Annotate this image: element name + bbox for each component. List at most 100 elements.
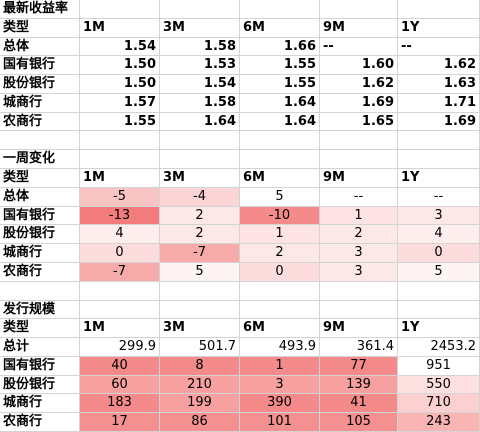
header-cell: 1M (80, 18, 160, 38)
empty-cell (240, 300, 320, 320)
empty-cell (398, 281, 480, 301)
empty-cell (320, 131, 398, 151)
empty-cell (240, 150, 320, 170)
empty-cell (320, 150, 398, 170)
value-cell: 1.66 (240, 37, 320, 57)
value-cell: 1.60 (320, 56, 398, 76)
value-cell: 41 (320, 394, 398, 414)
section-title: 最新收益率 (0, 0, 80, 19)
value-cell: 1.71 (398, 93, 480, 113)
header-cell: 9M (320, 169, 398, 188)
empty-cell (0, 131, 80, 151)
row-label: 股份银行 (0, 375, 80, 395)
value-cell: 86 (160, 413, 240, 432)
value-cell: -4 (160, 187, 240, 207)
value-cell: -- (320, 187, 398, 207)
empty-cell (80, 0, 160, 19)
value-cell: 3 (398, 206, 480, 226)
header-cell: 9M (320, 18, 398, 38)
empty-cell (398, 300, 480, 320)
value-cell: -7 (80, 262, 160, 282)
value-cell: 1.57 (80, 93, 160, 113)
value-cell: 1.63 (398, 75, 480, 94)
value-cell: 493.9 (240, 338, 320, 357)
header-cell: 1Y (398, 169, 480, 188)
value-cell: 183 (80, 394, 160, 414)
empty-cell (240, 281, 320, 301)
value-cell: 5 (240, 187, 320, 207)
empty-cell (80, 131, 160, 151)
value-cell: 1.62 (398, 56, 480, 76)
header-cell: 6M (240, 319, 320, 339)
empty-cell (160, 131, 240, 151)
value-cell: 105 (320, 413, 398, 432)
empty-cell (160, 150, 240, 170)
value-cell: 1 (240, 356, 320, 376)
value-cell: 8 (160, 356, 240, 376)
value-cell: -10 (240, 206, 320, 226)
value-cell: 1.69 (398, 112, 480, 132)
section-title: 发行规模 (0, 300, 80, 320)
value-cell: 1.54 (80, 37, 160, 57)
header-cell: 1M (80, 169, 160, 188)
empty-cell (80, 150, 160, 170)
row-label: 城商行 (0, 394, 80, 414)
value-cell: 501.7 (160, 338, 240, 357)
value-cell: 2 (160, 225, 240, 245)
row-label: 国有银行 (0, 56, 80, 76)
value-cell: -13 (80, 206, 160, 226)
value-cell: 1.55 (240, 75, 320, 94)
value-cell: 101 (240, 413, 320, 432)
empty-cell (398, 131, 480, 151)
value-cell: 550 (398, 375, 480, 395)
header-cell: 6M (240, 18, 320, 38)
header-cell: 3M (160, 18, 240, 38)
value-cell: 361.4 (320, 338, 398, 357)
row-label: 农商行 (0, 262, 80, 282)
row-label: 农商行 (0, 112, 80, 132)
empty-cell (160, 0, 240, 19)
value-cell: 1.64 (240, 93, 320, 113)
value-cell: 1.54 (160, 75, 240, 94)
row-label: 股份银行 (0, 225, 80, 245)
empty-cell (160, 281, 240, 301)
empty-cell (0, 281, 80, 301)
value-cell: 5 (160, 262, 240, 282)
value-cell: 299.9 (80, 338, 160, 357)
empty-cell (80, 281, 160, 301)
value-cell: 60 (80, 375, 160, 395)
value-cell: 243 (398, 413, 480, 432)
row-label: 总体 (0, 187, 80, 207)
header-cell: 6M (240, 169, 320, 188)
value-cell: -- (320, 37, 398, 57)
value-cell: 1.64 (240, 112, 320, 132)
row-label: 国有银行 (0, 356, 80, 376)
value-cell: 40 (80, 356, 160, 376)
value-cell: 1.58 (160, 93, 240, 113)
value-cell: 4 (398, 225, 480, 245)
value-cell: 390 (240, 394, 320, 414)
empty-cell (320, 0, 398, 19)
value-cell: 2 (320, 225, 398, 245)
value-cell: 2 (160, 206, 240, 226)
header-cell: 3M (160, 319, 240, 339)
value-cell: 17 (80, 413, 160, 432)
row-label: 城商行 (0, 93, 80, 113)
header-cell: 1Y (398, 18, 480, 38)
header-cell: 9M (320, 319, 398, 339)
value-cell: 210 (160, 375, 240, 395)
value-cell: 1.58 (160, 37, 240, 57)
value-cell: 0 (240, 262, 320, 282)
header-cell: 1M (80, 319, 160, 339)
header-cell: 1Y (398, 319, 480, 339)
empty-cell (320, 300, 398, 320)
value-cell: 0 (398, 244, 480, 263)
empty-cell (80, 300, 160, 320)
header-cell: 类型 (0, 18, 80, 38)
value-cell: 1 (320, 206, 398, 226)
value-cell: 3 (320, 262, 398, 282)
header-cell: 类型 (0, 319, 80, 339)
value-cell: 1 (240, 225, 320, 245)
value-cell: 1.64 (160, 112, 240, 132)
